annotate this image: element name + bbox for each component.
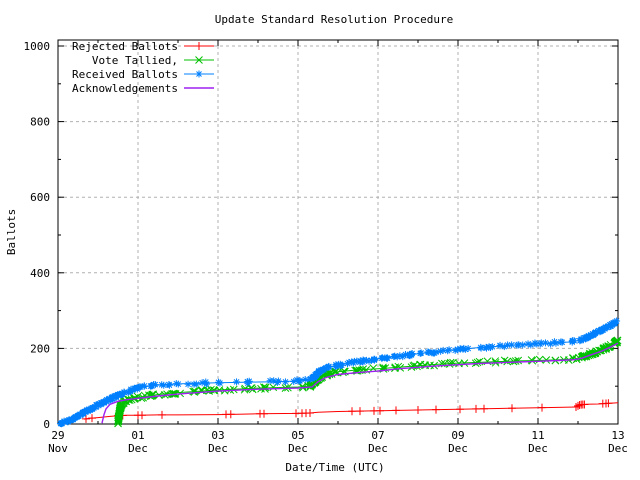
legend-marker-star-icon [195,70,203,78]
x-tick-label-month: Dec [128,442,148,455]
x-tick-label-month: Dec [608,442,628,455]
x-tick-label-day: 03 [211,429,224,442]
legend-label-vote-tallied: Vote Tallied, [92,54,178,67]
x-tick-label-month: Dec [288,442,308,455]
series-0 [82,399,619,423]
x-tick-label-day: 09 [451,429,464,442]
y-tick-label: 800 [30,116,50,129]
y-tick-label: 400 [30,267,50,280]
legend-layer [184,42,214,89]
legend-label-received-ballots: Received Ballots [72,68,178,81]
y-axis-label: Ballots [5,209,18,255]
legend-marker-cross-icon [195,56,203,64]
x-tick-label-month: Nov [48,442,68,455]
legend-label-acknowledgements: Acknowledgements [72,82,178,95]
x-tick-label-day: 13 [611,429,624,442]
y-tick-label: 1000 [24,40,51,53]
y-tick-label: 0 [43,418,50,431]
x-tick-label-month: Dec [448,442,468,455]
x-tick-label-day: 01 [131,429,144,442]
x-axis-label: Date/Time (UTC) [285,461,384,474]
x-tick-label-day: 29 [51,429,64,442]
series-layer [57,317,622,428]
y-tick-label: 200 [30,342,50,355]
x-tick-label-month: Dec [528,442,548,455]
x-tick-label-month: Dec [208,442,228,455]
series-2 [57,317,621,428]
series-3 [101,342,619,424]
legend-label-rejected-ballots: Rejected Ballots [72,40,178,53]
x-tick-label-day: 07 [371,429,384,442]
x-tick-label-day: 05 [291,429,304,442]
legend-marker-plus-icon [195,42,203,50]
chart-title: Update Standard Resolution Procedure [215,13,453,26]
axes-layer [57,39,619,425]
x-tick-label-day: 11 [531,429,544,442]
y-tick-label: 600 [30,191,50,204]
x-tick-label-month: Dec [368,442,388,455]
tick-label-layer: 0200400600800100029Nov01Dec03Dec05Dec07D… [24,40,628,455]
